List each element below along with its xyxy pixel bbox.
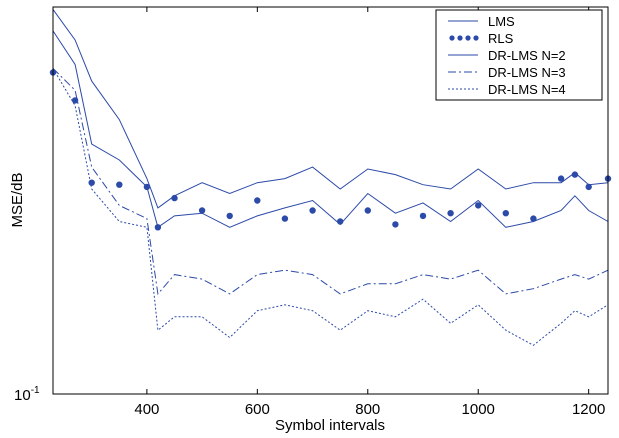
- series-2-point: [419, 212, 427, 220]
- series-1-line: [52, 9, 609, 209]
- x-tick-label: 800: [355, 401, 380, 418]
- series-2-point: [502, 210, 509, 217]
- plot-frame: [52, 6, 609, 395]
- series-2-point: [281, 215, 289, 222]
- legend-swatch-2: [449, 35, 455, 41]
- series-2-point: [557, 175, 565, 182]
- series-3: [52, 30, 609, 229]
- x-tick-label: 1200: [572, 401, 605, 418]
- series-2-point: [585, 183, 592, 191]
- series-layer: [49, 9, 612, 346]
- x-tick-label: 1000: [462, 401, 495, 418]
- series-2-point: [88, 179, 95, 186]
- x-tick-label: 400: [134, 401, 159, 418]
- series-2-point: [116, 181, 123, 188]
- series-2-point: [309, 207, 316, 214]
- series-2-point: [198, 207, 206, 214]
- y-tick-label: 10-1: [14, 385, 40, 404]
- series-2-point: [171, 194, 178, 202]
- series-2-point: [226, 212, 233, 220]
- series-4-line: [52, 68, 609, 296]
- series-1: [52, 9, 609, 209]
- series-2-point: [364, 207, 371, 214]
- series-4: [52, 68, 609, 296]
- legend-label-2: RLS: [488, 31, 514, 46]
- legend-swatch-2: [457, 35, 463, 41]
- y-axis-ticks: 10-1: [14, 385, 58, 404]
- legend: LMS RLS DR-LMS N=2 DR-LMS N=3 DR-LMS N=4: [435, 9, 603, 101]
- legend-swatch-2: [465, 35, 471, 41]
- series-3-line: [52, 30, 609, 229]
- legend-label-5: DR-LMS N=4: [488, 82, 566, 97]
- series-2-point: [254, 197, 261, 204]
- series-2-point: [530, 215, 537, 222]
- x-tick-label: 600: [245, 401, 270, 418]
- series-5-line: [52, 68, 609, 346]
- legend-label-1: LMS: [488, 14, 515, 29]
- x-axis-label: Symbol intervals: [275, 417, 385, 434]
- series-2-point: [475, 202, 482, 209]
- series-2-point: [447, 210, 454, 217]
- x-axis-ticks: 400 600 800 1000 1200: [134, 7, 605, 418]
- legend-label-3: DR-LMS N=2: [488, 48, 566, 63]
- series-2-point: [392, 221, 399, 228]
- series-2-point: [571, 171, 579, 178]
- legend-swatch-2: [473, 35, 479, 41]
- series-5: [52, 68, 609, 346]
- y-axis-label: MSE/dB: [9, 172, 26, 227]
- legend-label-4: DR-LMS N=3: [488, 65, 566, 80]
